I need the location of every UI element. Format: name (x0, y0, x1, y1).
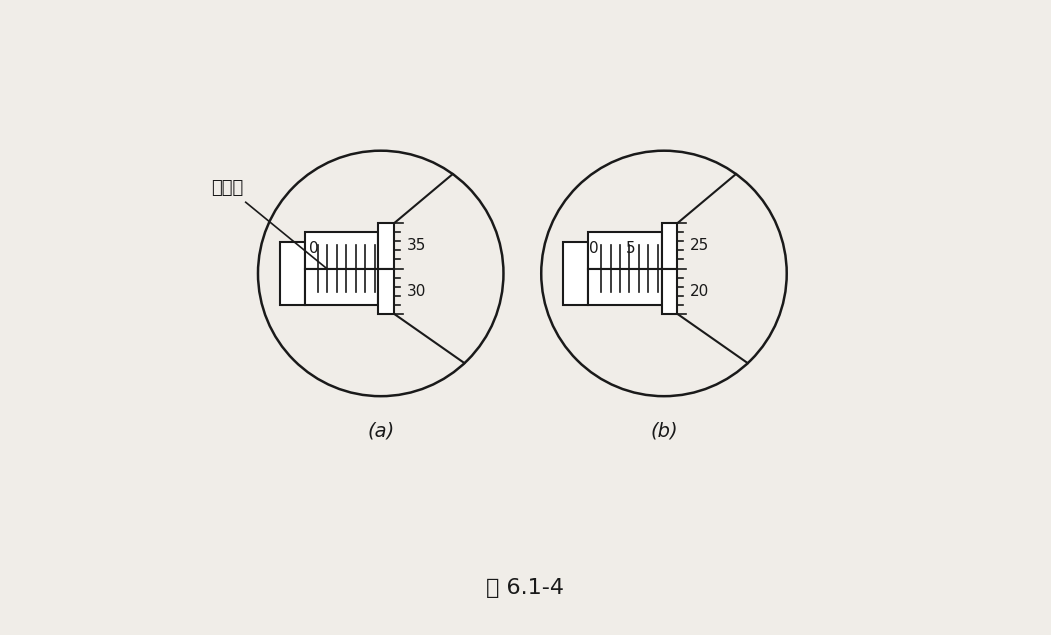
Bar (661, 269, 678, 314)
Bar (588, 269, 661, 305)
Bar (661, 223, 678, 269)
Bar (305, 232, 378, 269)
Text: 图 6.1-4: 图 6.1-4 (487, 578, 564, 598)
Text: (b): (b) (651, 421, 678, 440)
Text: 35: 35 (407, 238, 426, 253)
Bar (563, 241, 588, 305)
Bar (378, 269, 394, 314)
Text: (a): (a) (367, 421, 394, 440)
Text: 水平线: 水平线 (211, 178, 244, 196)
Text: 0: 0 (589, 241, 599, 256)
Text: 5: 5 (625, 241, 636, 256)
Text: 25: 25 (689, 238, 709, 253)
Bar (378, 223, 394, 269)
Bar (305, 269, 378, 305)
Bar (280, 241, 305, 305)
Text: 20: 20 (689, 284, 709, 298)
Text: 0: 0 (309, 241, 318, 256)
Bar (588, 232, 661, 269)
Text: 30: 30 (407, 284, 426, 298)
